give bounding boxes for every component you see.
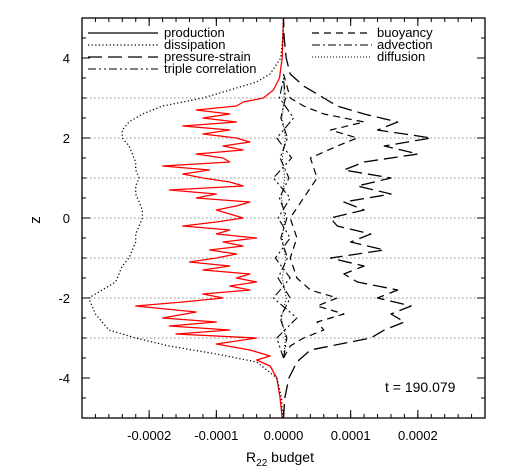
plot-frame: [81, 17, 486, 419]
legend-label: advection: [377, 37, 433, 52]
legend-label: dissipation: [164, 37, 225, 52]
x-tick-label: 0.0002: [398, 428, 438, 443]
y-tick-label: -4: [58, 371, 70, 386]
legend-label: pressure-strain: [164, 49, 251, 64]
y-tick-label: 0: [63, 211, 70, 226]
series-triple-correlation: [272, 77, 298, 359]
legend-label: diffusion: [377, 49, 425, 64]
legend: productiondissipationpressure-straintrip…: [88, 25, 433, 76]
x-axis-label-subscript: 22: [256, 458, 268, 469]
legend-label: buoyancy: [377, 25, 433, 40]
series-production: [135, 17, 285, 419]
x-axis-label: R22 budget: [246, 449, 314, 469]
x-axis-label-rest: budget: [267, 449, 314, 465]
series-lines: [88, 17, 432, 419]
axis-ticks: -0.0002 -0.0001 0.0000 0.0001 0.0002 -4 -2 0 2 4: [58, 17, 486, 443]
time-annotation: t = 190.079: [385, 379, 456, 395]
legend-label: production: [164, 25, 225, 40]
series-advection: [277, 77, 291, 359]
x-tick-label: -0.0001: [194, 428, 238, 443]
series-pressure-strain: [282, 17, 432, 419]
x-tick-label: 0.0000: [264, 428, 304, 443]
y-axis-label: z: [27, 216, 44, 224]
y-tick-label: 4: [63, 51, 70, 66]
x-tick-label: 0.0001: [331, 428, 371, 443]
y-tick-label: 2: [63, 131, 70, 146]
x-axis-label-main: R: [246, 449, 256, 465]
y-tick-label: -2: [58, 291, 70, 306]
gridlines: [82, 97, 485, 339]
series-buoyancy: [282, 73, 365, 359]
legend-label: triple correlation: [164, 61, 257, 76]
x-tick-label: -0.0002: [127, 428, 171, 443]
